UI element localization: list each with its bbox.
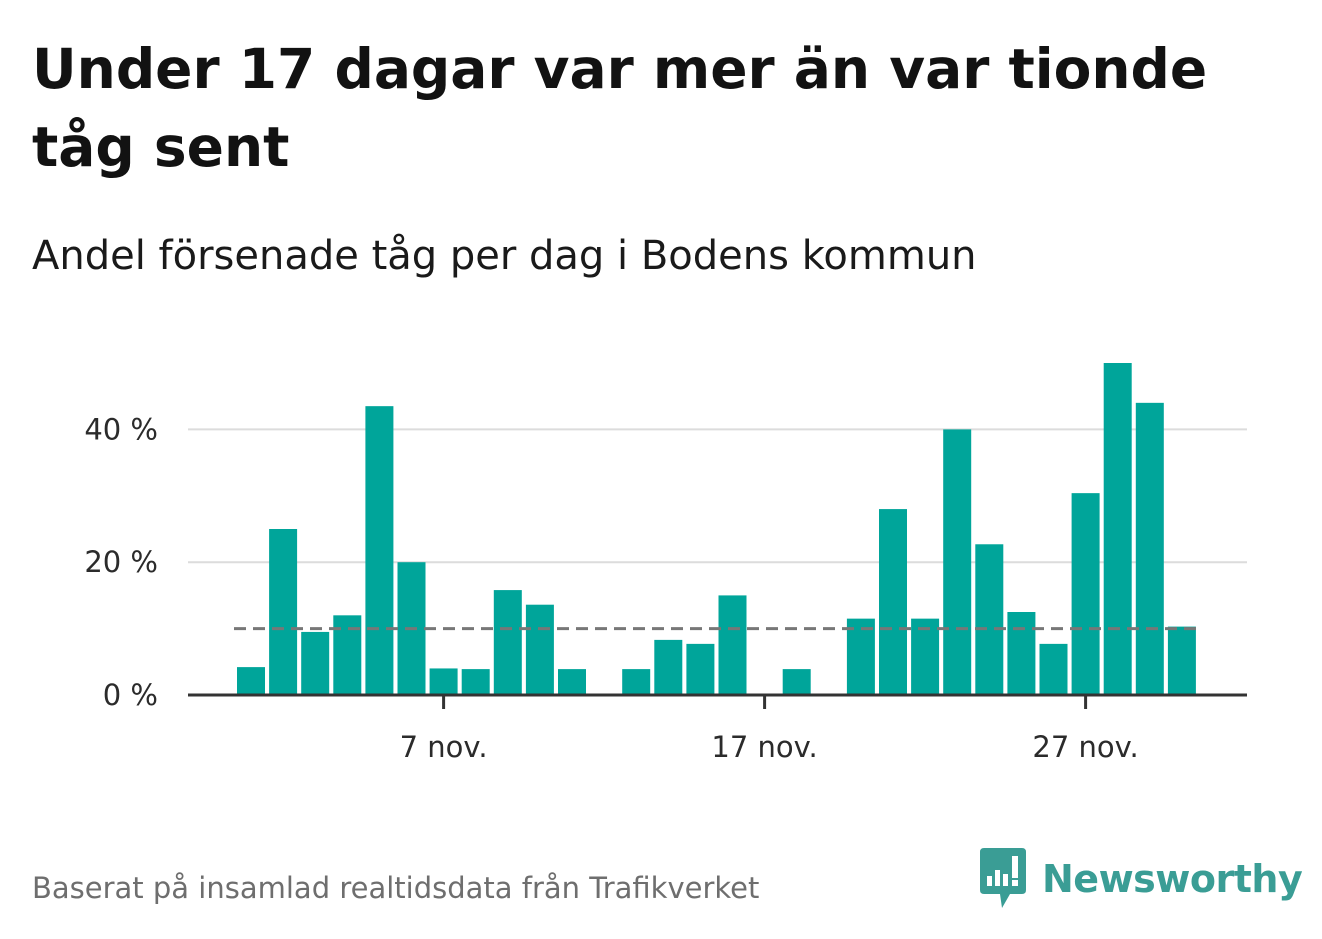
- bar: [237, 667, 265, 695]
- axes: [188, 693, 1247, 709]
- bar: [493, 590, 522, 695]
- bar: [686, 643, 715, 695]
- bar: [365, 406, 394, 695]
- bar: [1007, 612, 1036, 695]
- bar: [429, 668, 458, 695]
- bar: [269, 529, 298, 695]
- source-caption: Baserat på insamlad realtidsdata från Tr…: [32, 871, 760, 905]
- y-tick-label: 40 %: [84, 412, 158, 446]
- brand-logo: Newsworthy: [978, 846, 1303, 912]
- chart-title: Under 17 dagar var mer än var tionde tåg…: [32, 37, 1208, 179]
- bar: [1071, 493, 1100, 695]
- y-tick-label: 20 %: [84, 545, 158, 579]
- x-tick-label: 27 nov.: [1032, 730, 1138, 764]
- bar: [718, 595, 747, 695]
- bars: [237, 363, 1196, 695]
- bar: [525, 604, 554, 695]
- bar: [654, 639, 683, 695]
- bar: [1039, 643, 1068, 695]
- tick-labels: 0 % 20 % 40 % 7 nov. 17 nov. 27 nov.: [84, 412, 1138, 764]
- bar: [846, 618, 875, 695]
- bar: [461, 669, 490, 695]
- bar: [558, 669, 586, 695]
- bar: [943, 429, 972, 695]
- grid-lines: [188, 428, 1247, 564]
- x-tick-label: 17 nov.: [711, 730, 817, 764]
- bar: [622, 669, 651, 695]
- chart-subtitle: Andel försenade tåg per dag i Bodens kom…: [32, 233, 977, 279]
- bar: [301, 631, 330, 695]
- newsworthy-logo-icon: [980, 848, 1026, 908]
- y-tick-label: 0 %: [103, 678, 158, 712]
- bar: [975, 544, 1004, 695]
- brand-name: Newsworthy: [1042, 857, 1303, 901]
- bar-chart: 0 % 20 % 40 % 7 nov. 17 nov. 27 nov.: [84, 363, 1247, 764]
- bar: [879, 509, 907, 695]
- bar: [1103, 363, 1132, 695]
- bar: [1135, 402, 1164, 695]
- bar: [1167, 626, 1196, 695]
- bar: [782, 669, 811, 695]
- x-tick-label: 7 nov.: [400, 730, 488, 764]
- bar: [911, 618, 940, 695]
